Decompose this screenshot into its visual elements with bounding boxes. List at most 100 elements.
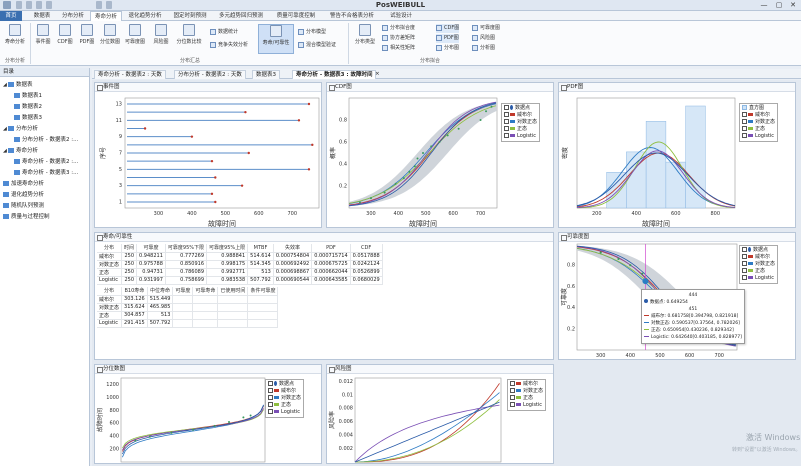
quantile-compare-button[interactable]: 分位数比较 (175, 24, 203, 45)
table-row[interactable]: Logistic 291.415 507.792 (97, 319, 279, 328)
legend-item[interactable]: 数据点 (268, 381, 301, 388)
hazard-small-button[interactable]: 风险图 (472, 34, 495, 43)
legend-item[interactable]: 直方图 (742, 105, 775, 112)
analysis-plot-button[interactable]: 分析图 (472, 44, 495, 53)
doc-tab-active[interactable]: 寿命分析 - 数据表3 : 故障时间 (292, 70, 377, 79)
table-row[interactable]: 对数正态 250 0.975788 0.850916 0.998175 514.345 0.… (97, 260, 383, 269)
checkbox-icon[interactable] (742, 112, 747, 117)
checkbox-icon[interactable] (742, 268, 747, 273)
expand-arrow-icon[interactable]: ◢ (3, 148, 7, 154)
close-tab-icon[interactable]: × (375, 71, 380, 77)
minimize-button[interactable]: — (760, 1, 768, 9)
competing-failure-button[interactable]: 竞争失效分析 (210, 41, 248, 50)
column-header[interactable]: 中位寿命 (147, 287, 174, 296)
column-header[interactable]: 可靠度 (172, 287, 194, 296)
data-stats-button[interactable]: 数据统计 (210, 28, 238, 37)
column-header[interactable]: 分布 (97, 287, 123, 296)
checkbox-icon[interactable] (742, 119, 747, 124)
tab-life-analysis[interactable]: 寿命分析 (90, 11, 122, 21)
sidebar-item[interactable]: 数据表1 (14, 91, 42, 101)
legend-item[interactable]: 威布尔 (742, 112, 775, 119)
sidebar-item[interactable]: 加速寿命分析 (3, 179, 44, 189)
sidebar-item[interactable]: 质量与过程控制 (3, 212, 50, 222)
column-header[interactable]: 可靠度95%上限 (206, 244, 249, 253)
legend-item[interactable]: 威布尔 (268, 388, 301, 395)
tab-warning[interactable]: 警告不合格表分析 (329, 13, 374, 19)
table-row[interactable]: 正态 250 0.94731 0.786089 0.992771 513 0.0006988… (97, 268, 383, 277)
pdf-plot-button[interactable]: PDF图 (77, 24, 97, 45)
column-header[interactable]: PDF (311, 244, 351, 253)
legend-item[interactable]: 对数正态 (742, 119, 775, 126)
undo-icon[interactable] (96, 1, 102, 9)
sidebar-item[interactable]: ◢ 分布分析 (3, 124, 38, 134)
tab-distribution[interactable]: 分布分析 (61, 13, 84, 19)
tab-quality[interactable]: 质量可靠度控制 (276, 13, 316, 19)
column-header[interactable]: 可靠度 (136, 244, 166, 253)
new-icon[interactable] (36, 1, 42, 9)
panel-title[interactable]: 寿命/可靠性 (95, 233, 553, 242)
sidebar-item[interactable]: 分布分析 - 数据表2 :... (14, 135, 78, 145)
checkbox-icon[interactable] (510, 402, 515, 407)
checkbox-icon[interactable] (510, 388, 515, 393)
column-header[interactable]: CDF (350, 244, 383, 253)
sidebar-item[interactable]: 寿命分析 - 数据表3 :... (14, 168, 78, 178)
checkbox-icon[interactable] (268, 381, 273, 386)
redo-icon[interactable] (106, 1, 112, 9)
column-header[interactable]: B10寿命 (121, 287, 148, 296)
legend-item[interactable]: Logistic (510, 402, 543, 409)
cdf-plot-button[interactable]: CDF图 (55, 24, 75, 45)
event-plot-button[interactable]: 事件图 (33, 24, 53, 45)
legend-item[interactable]: 威布尔 (504, 112, 537, 119)
checkbox-icon[interactable] (268, 388, 273, 393)
checkbox-icon[interactable] (504, 126, 509, 131)
panel-title[interactable]: PDF图 (559, 83, 795, 92)
column-header[interactable]: MTBF (247, 244, 274, 253)
goodness-of-fit-button[interactable]: 分布拟合度 (382, 24, 415, 33)
legend-item[interactable]: 正态 (510, 395, 543, 402)
sidebar-item[interactable]: ◢ 数据表 (3, 80, 33, 90)
legend-item[interactable]: 正态 (742, 126, 775, 133)
reliability-small-button[interactable]: 可靠度图 (472, 24, 500, 33)
checkbox-icon[interactable] (510, 381, 515, 386)
checkbox-icon[interactable] (504, 133, 509, 138)
checkbox-icon[interactable] (504, 105, 509, 110)
dist-plot-button[interactable]: 分布图 (436, 44, 459, 53)
column-header[interactable]: 可靠寿命 (192, 287, 219, 296)
checkbox-icon[interactable] (742, 261, 747, 266)
life-analysis-button[interactable]: 寿命分析 (3, 24, 27, 45)
panel-title[interactable]: 分位数图 (95, 365, 321, 374)
sidebar-item[interactable]: 数据表3 (14, 113, 42, 123)
legend-item[interactable]: 对数正态 (510, 388, 543, 395)
save-icon[interactable] (16, 1, 22, 9)
reliability-plot-button[interactable]: 可靠度图 (123, 24, 147, 45)
close-button[interactable]: ✕ (790, 1, 796, 9)
checkbox-icon[interactable] (268, 409, 273, 414)
doc-tab[interactable]: 数据表3 (252, 70, 280, 79)
print-icon[interactable] (46, 1, 52, 9)
checkbox-icon[interactable] (742, 126, 747, 131)
column-header[interactable]: 时间 (121, 244, 138, 253)
table-row[interactable]: 威布尔 303.126 515.449 (97, 295, 279, 304)
tab-datatable[interactable]: 数据表 (33, 13, 51, 19)
legend-item[interactable]: Logistic (742, 275, 775, 282)
tab-home[interactable]: 首页 (0, 11, 22, 21)
legend-item[interactable]: 威布尔 (510, 381, 543, 388)
hazard-plot-button[interactable]: 风险图 (150, 24, 172, 45)
column-header[interactable]: 已使用时间 (217, 287, 249, 296)
legend-item[interactable]: 威布尔 (742, 254, 775, 261)
dist-type-button[interactable]: 分布类型 (352, 24, 378, 45)
legend-item[interactable]: 正态 (268, 402, 301, 409)
panel-title[interactable]: CDF图 (327, 83, 553, 92)
column-header[interactable]: 失效率 (273, 244, 313, 253)
quantile-plot-button[interactable]: 分位数图 (99, 24, 121, 45)
checkbox-icon[interactable] (268, 402, 273, 407)
checkbox-icon[interactable] (510, 395, 515, 400)
life-reliability-button[interactable]: 寿命/可靠性 (258, 24, 294, 54)
maximize-button[interactable]: ▢ (775, 1, 783, 9)
tab-regression[interactable]: 多元趋势回归预测 (218, 13, 263, 19)
doc-tab[interactable]: 寿命分析 - 数据表2 : 天数 (94, 70, 166, 79)
sidebar-item[interactable]: 退化趋势分析 (3, 190, 44, 200)
legend-item[interactable]: Logistic (268, 409, 301, 416)
cdf-small-button[interactable]: CDF图 (436, 24, 460, 33)
covariance-button[interactable]: 协方差矩阵 (382, 34, 415, 43)
